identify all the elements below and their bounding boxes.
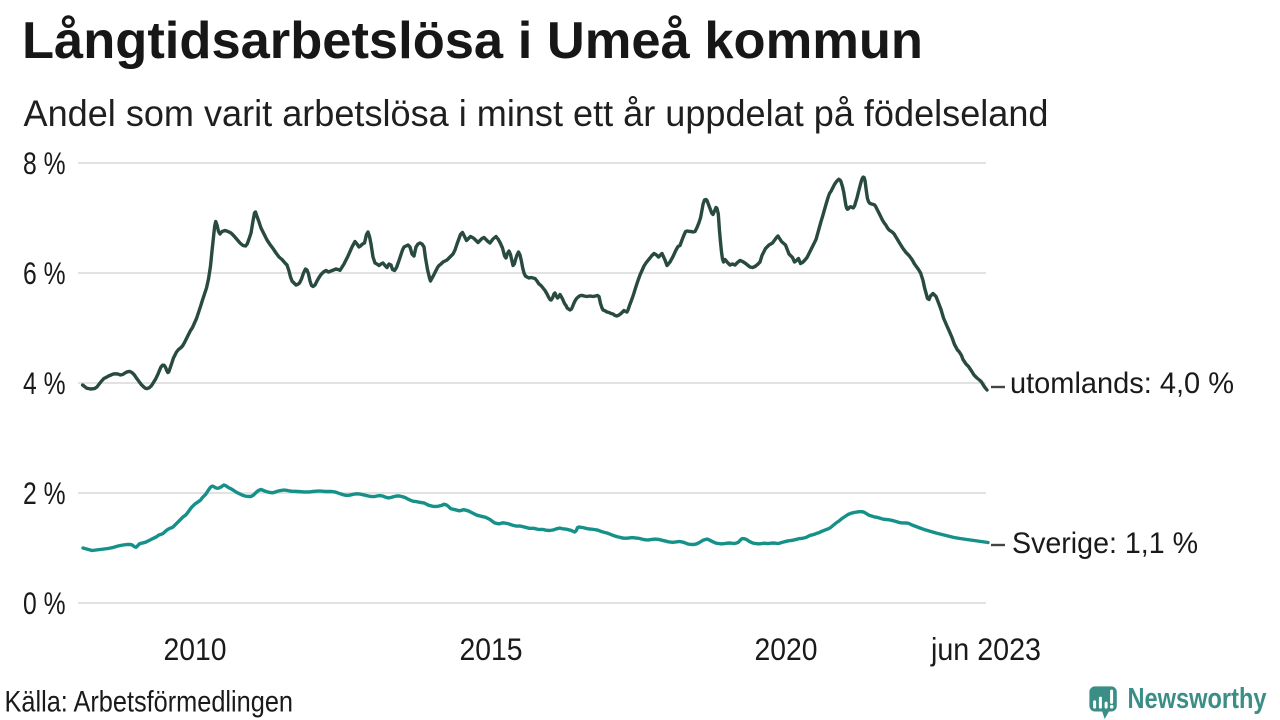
- svg-text:Källa: Arbetsförmedlingen: Källa: Arbetsförmedlingen: [5, 686, 294, 719]
- svg-text:0 %: 0 %: [23, 585, 66, 621]
- svg-text:utomlands: 4,0 %: utomlands: 4,0 %: [1010, 367, 1234, 400]
- svg-text:4 %: 4 %: [23, 365, 66, 401]
- svg-text:2 %: 2 %: [23, 475, 66, 511]
- svg-text:8 %: 8 %: [23, 145, 66, 181]
- svg-text:jun 2023: jun 2023: [930, 631, 1041, 667]
- svg-text:6 %: 6 %: [23, 255, 66, 291]
- svg-text:Långtidsarbetslösa i Umeå komm: Långtidsarbetslösa i Umeå kommun: [22, 11, 923, 69]
- svg-text:2015: 2015: [460, 631, 523, 667]
- svg-text:Newsworthy: Newsworthy: [1128, 683, 1267, 715]
- svg-text:Andel som varit arbetslösa i m: Andel som varit arbetslösa i minst ett å…: [24, 93, 1049, 134]
- svg-text:Sverige: 1,1 %: Sverige: 1,1 %: [1012, 527, 1198, 560]
- svg-text:2010: 2010: [164, 631, 227, 667]
- svg-text:2020: 2020: [755, 631, 818, 667]
